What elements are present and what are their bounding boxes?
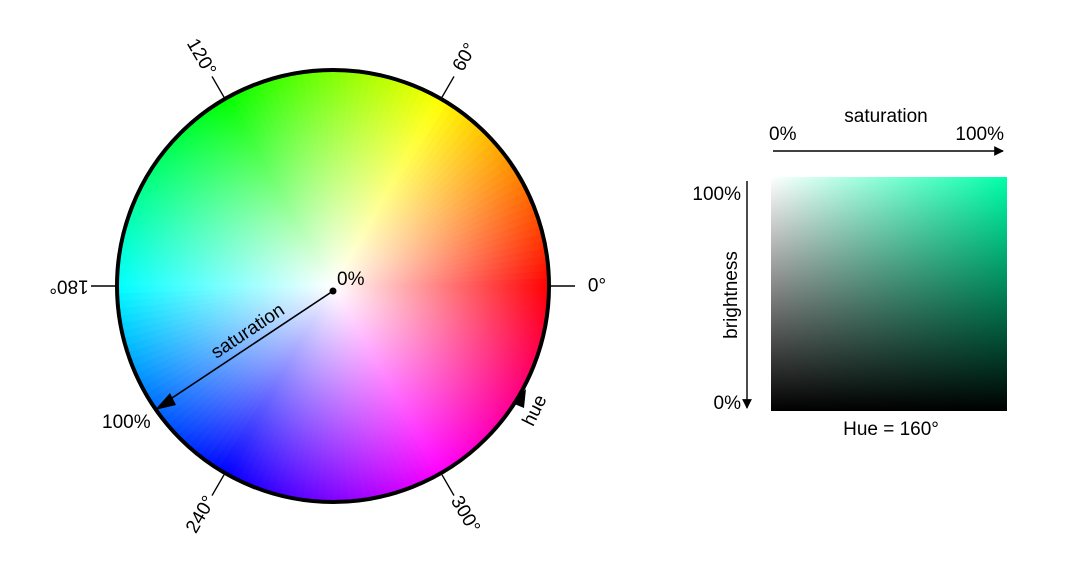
saturation-min-label: 0% (769, 124, 797, 145)
saturation-axis-label: saturation (844, 106, 927, 127)
hue-tick-label: 180° (49, 276, 88, 297)
brightness-gradient (771, 177, 1007, 411)
hue-tick (441, 76, 455, 98)
center-label: 0% (337, 269, 365, 290)
saturation-arrowhead (155, 393, 176, 410)
hue-tick (211, 76, 225, 98)
hue-tick-label: 120° (182, 35, 220, 80)
hue-tick-label: 300° (446, 492, 484, 537)
hue-tick-label: 0° (588, 276, 606, 297)
hue-tick-label: 240° (182, 492, 220, 537)
saturation-radius-line (165, 290, 334, 403)
saturation-fade (117, 70, 549, 502)
hue-wheel: 0°60°120°180°240° 300° 0% saturation 100%… (49, 35, 606, 537)
hue-tick (211, 474, 225, 496)
wheel-outline (115, 68, 551, 504)
hue-direction-arrowhead (512, 389, 526, 408)
brightness-min-label: 0% (714, 393, 742, 414)
hue-tick-label: 60° (449, 40, 482, 75)
hue-tick (441, 474, 455, 496)
saturation-max-label: 100% (955, 124, 1004, 145)
saturation-end-label: 100% (102, 412, 151, 433)
brightness-axis-label: brightness (721, 251, 742, 339)
saturation-brightness-panel: saturation 0% 100% 100% 0% brightness Hu… (692, 106, 1007, 440)
brightness-max-label: 100% (692, 184, 741, 205)
square-caption: Hue = 160° (843, 419, 939, 440)
